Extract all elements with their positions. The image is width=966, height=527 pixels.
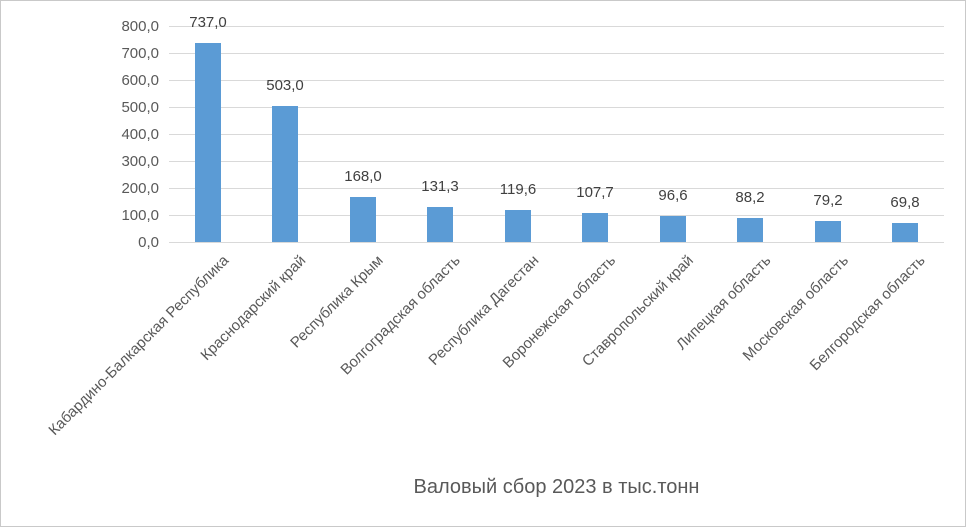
bar-value-label: 119,6 bbox=[499, 181, 537, 198]
gridline bbox=[169, 26, 944, 27]
bar bbox=[195, 43, 221, 242]
bar bbox=[815, 221, 841, 242]
y-tick-label: 400,0 bbox=[121, 126, 159, 143]
bar bbox=[505, 210, 531, 242]
gridline bbox=[169, 161, 944, 162]
y-tick-label: 800,0 bbox=[121, 18, 159, 35]
y-tick-label: 0,0 bbox=[138, 234, 159, 251]
gridline bbox=[169, 80, 944, 81]
gridline bbox=[169, 107, 944, 108]
gridline bbox=[169, 242, 944, 243]
plot-area: 737,0 503,0 168,0 131,3 119,6 107,7 96,6 88,2 79… bbox=[169, 15, 944, 243]
bar-value-label: 168,0 bbox=[344, 168, 382, 185]
bar bbox=[272, 106, 298, 242]
bar-value-label: 88,2 bbox=[735, 189, 765, 206]
gridline bbox=[169, 53, 944, 54]
bar-value-label: 79,2 bbox=[813, 192, 843, 209]
bar-value-label: 96,6 bbox=[658, 187, 688, 204]
bar bbox=[892, 223, 918, 242]
gridline bbox=[169, 134, 944, 135]
y-tick-label: 200,0 bbox=[121, 180, 159, 197]
y-tick-label: 600,0 bbox=[121, 72, 159, 89]
bar bbox=[427, 207, 453, 242]
y-axis-labels: 800,0 700,0 600,0 500,0 400,0 300,0 200,0 100,0… bbox=[39, 19, 159, 250]
x-axis-labels: Кабардино-Балкарская Республика Краснодар… bbox=[45, 242, 944, 472]
bar-value-label: 131,3 bbox=[421, 178, 459, 195]
bar bbox=[660, 216, 686, 242]
bar-value-label: 737,0 bbox=[189, 14, 227, 31]
bar-value-label: 503,0 bbox=[266, 77, 304, 94]
chart-title: Валовый сбор 2023 в тыс.тонн bbox=[413, 476, 700, 498]
bar-value-label: 69,8 bbox=[890, 194, 920, 211]
bar bbox=[737, 218, 763, 242]
y-tick-label: 700,0 bbox=[121, 45, 159, 62]
y-tick-label: 300,0 bbox=[121, 153, 159, 170]
bar-value-label: 107,7 bbox=[576, 184, 614, 201]
bar bbox=[582, 213, 608, 242]
y-tick-label: 100,0 bbox=[121, 207, 159, 224]
y-tick-label: 500,0 bbox=[121, 99, 159, 116]
gridline bbox=[169, 215, 944, 216]
bar bbox=[350, 197, 376, 242]
gridline bbox=[169, 188, 944, 189]
